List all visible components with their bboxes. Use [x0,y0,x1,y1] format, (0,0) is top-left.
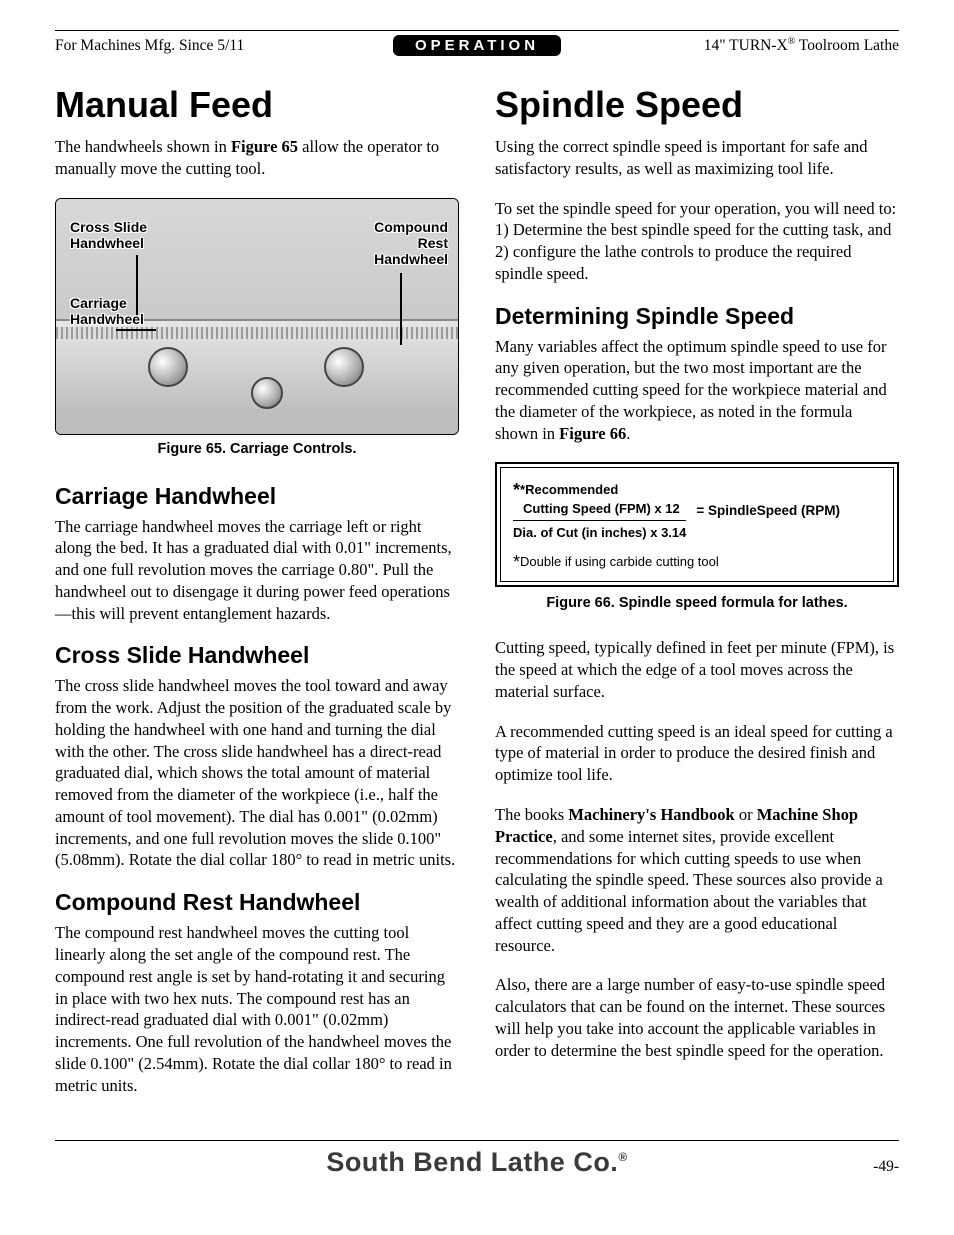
p3-a: Many variables affect the optimum spindl… [495,337,887,443]
carriage-handwheel-heading: Carriage Handwheel [55,483,459,510]
header-center-badge: OPERATION [393,35,561,56]
p3-b: . [626,424,630,443]
spindle-p1: Using the correct spindle speed is impor… [495,136,899,180]
figure-65-box: Cross Slide Handwheel Compound Rest Hand… [55,198,459,435]
spindle-p5: A recommended cutting speed is an ideal … [495,721,899,786]
intro-part-a: The handwheels shown in [55,137,231,156]
p6-a: The books [495,805,568,824]
spindle-p4: Cutting speed, typically defined in feet… [495,637,899,702]
spindle-p7: Also, there are a large number of easy-t… [495,974,899,1061]
intro-figure-ref: Figure 65 [231,137,298,156]
formula-box-outer: **Recommended Cutting Speed (FPM) x 12 D… [495,462,899,587]
header-right-suffix: Toolroom Lathe [795,37,899,54]
manual-feed-title: Manual Feed [55,84,459,126]
cross-slide-heading: Cross Slide Handwheel [55,642,459,669]
formula-footnote-text: Double if using carbide cutting tool [520,554,719,569]
carriage-handwheel-text: The carriage handwheel moves the carriag… [55,516,459,625]
formula-footnote: *Double if using carbide cutting tool [513,552,883,573]
formula-box-inner: **Recommended Cutting Speed (FPM) x 12 D… [500,467,894,582]
brand-text: South Bend Lathe Co. [326,1147,618,1177]
lead-line-2 [400,273,402,345]
lead-line-3 [116,329,156,331]
formula-divider [513,520,686,521]
p6-c: , and some internet sites, provide excel… [495,827,883,955]
header-right: 14" TURN-X® Toolroom Lathe [561,36,899,55]
p6-book1: Machinery's Handbook [568,805,734,824]
page-header: For Machines Mfg. Since 5/11 OPERATION 1… [55,35,899,56]
page-number: -49- [873,1158,899,1176]
compound-handwheel-shape [324,347,364,387]
formula-result: = SpindleSpeed (RPM) [696,503,840,518]
figure-65-image: Cross Slide Handwheel Compound Rest Hand… [56,199,458,434]
formula-fraction: **Recommended Cutting Speed (FPM) x 12 D… [513,478,686,542]
formula-denominator: Dia. of Cut (in inches) x 3.14 [513,523,686,542]
cross-slide-text: The cross slide handwheel moves the tool… [55,675,459,871]
spindle-p2: To set the spindle speed for your operat… [495,198,899,285]
spindle-p6: The books Machinery's Handbook or Machin… [495,804,899,956]
brand-registered-icon: ® [618,1150,627,1164]
spindle-speed-title: Spindle Speed [495,84,899,126]
content-columns: Manual Feed The handwheels shown in Figu… [55,84,899,1114]
compound-rest-text: The compound rest handwheel moves the cu… [55,922,459,1096]
page-footer: South Bend Lathe Co.® -49- [55,1147,899,1188]
determining-heading: Determining Spindle Speed [495,303,899,330]
header-left: For Machines Mfg. Since 5/11 [55,37,393,55]
callout-carriage: Carriage Handwheel [70,295,144,327]
left-column: Manual Feed The handwheels shown in Figu… [55,84,459,1114]
callout-cross-slide: Cross Slide Handwheel [70,219,147,251]
mid-handwheel-shape [251,377,283,409]
formula-top-line1: **Recommended [513,480,686,501]
footer-rule [55,1140,899,1141]
formula-numerator: **Recommended Cutting Speed (FPM) x 12 [513,478,686,518]
p6-mid: or [735,805,757,824]
p3-fig-ref: Figure 66 [559,424,626,443]
compound-rest-heading: Compound Rest Handwheel [55,889,459,916]
header-rule [55,30,899,31]
formula-top1-text: *Recommended [520,482,618,497]
carriage-handwheel-shape [148,347,188,387]
spindle-p3: Many variables affect the optimum spindl… [495,336,899,445]
header-right-prefix: 14" TURN-X [704,37,788,54]
formula-top-line2: Cutting Speed (FPM) x 12 [513,501,686,516]
brand-name: South Bend Lathe Co.® [326,1147,627,1178]
manual-feed-intro: The handwheels shown in Figure 65 allow … [55,136,459,180]
figure-65-caption: Figure 65. Carriage Controls. [55,441,459,457]
right-column: Spindle Speed Using the correct spindle … [495,84,899,1114]
formula-row: **Recommended Cutting Speed (FPM) x 12 D… [513,478,883,542]
callout-compound: Compound Rest Handwheel [374,219,448,267]
figure-66-caption: Figure 66. Spindle speed formula for lat… [495,595,899,611]
